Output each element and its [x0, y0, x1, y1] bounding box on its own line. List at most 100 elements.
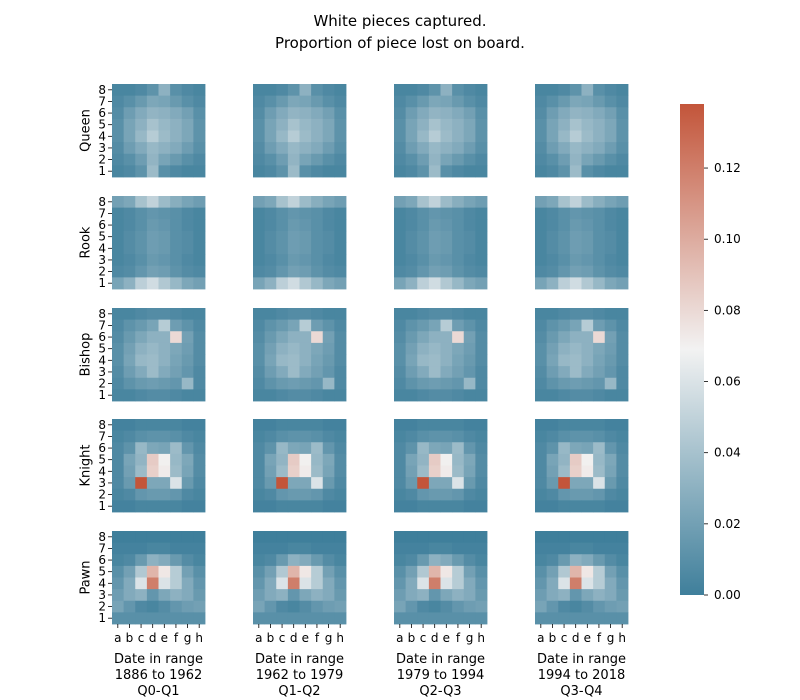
- heatmap-cell: [299, 207, 312, 220]
- heatmap-cell: [334, 196, 347, 209]
- heatmap-cell: [311, 377, 324, 390]
- heatmap-cell: [535, 542, 548, 555]
- heatmap-cell: [158, 142, 171, 155]
- heatmap-cell: [170, 196, 183, 209]
- y-tick-label: 3: [98, 253, 106, 267]
- heatmap-cell: [581, 377, 594, 390]
- heatmap-cell: [299, 196, 312, 209]
- heatmap-cell: [322, 95, 335, 108]
- heatmap-cell: [264, 84, 277, 97]
- x-tick-label: g: [325, 631, 333, 645]
- heatmap-cell: [463, 366, 476, 379]
- heatmap-cell: [158, 308, 171, 321]
- heatmap-cell: [440, 331, 453, 344]
- heatmap-cell: [475, 531, 488, 544]
- heatmap-cell: [394, 354, 407, 367]
- heatmap-cell: [535, 377, 548, 390]
- heatmap-cell: [475, 219, 488, 232]
- x-tick-label: h: [336, 631, 344, 645]
- heatmap-cell: [299, 254, 312, 267]
- heatmap-cell: [616, 130, 629, 143]
- heatmap-cell: [158, 377, 171, 390]
- heatmap-cell: [452, 612, 465, 625]
- heatmap-cell: [463, 342, 476, 355]
- heatmap-cell: [322, 600, 335, 613]
- heatmap-cell: [253, 477, 266, 490]
- heatmap-cell: [616, 230, 629, 243]
- heatmap-cell: [334, 219, 347, 232]
- heatmap-cell: [146, 354, 159, 367]
- heatmap-cell: [264, 465, 277, 478]
- heatmap-cell: [417, 95, 430, 108]
- heatmap-cell: [581, 308, 594, 321]
- heatmap-cell: [593, 354, 606, 367]
- heatmap-cell: [405, 242, 418, 255]
- heatmap-cell: [463, 84, 476, 97]
- heatmap-cell: [193, 95, 206, 108]
- y-tick-label: 1: [98, 388, 106, 402]
- heatmap-cell: [135, 577, 148, 590]
- heatmap-cell: [604, 254, 617, 267]
- heatmap-cell: [581, 354, 594, 367]
- heatmap-cell: [135, 430, 148, 443]
- heatmap-cell: [452, 453, 465, 466]
- heatmap-cell: [311, 342, 324, 355]
- heatmap-cell: [170, 419, 183, 432]
- heatmap-cell: [123, 142, 136, 155]
- heatmap-cell: [452, 230, 465, 243]
- heatmap-cell: [535, 366, 548, 379]
- heatmap-cell: [558, 477, 571, 490]
- heatmap-cell: [170, 265, 183, 278]
- y-tick-label: 8: [98, 195, 106, 209]
- heatmap-cell: [475, 600, 488, 613]
- heatmap-cell: [452, 600, 465, 613]
- heatmap-cell: [253, 554, 266, 567]
- heatmap-cell: [112, 465, 125, 478]
- heatmap-cell: [452, 308, 465, 321]
- heatmap-cell: [334, 589, 347, 602]
- heatmap-cell: [394, 308, 407, 321]
- heatmap-cell: [299, 230, 312, 243]
- heatmap-cell: [135, 308, 148, 321]
- heatmap-cell: [475, 95, 488, 108]
- heatmap-cell: [170, 342, 183, 355]
- heatmap-cell: [112, 430, 125, 443]
- heatmap-cell: [440, 242, 453, 255]
- heatmap-cell: [569, 589, 582, 602]
- heatmap-cell: [253, 565, 266, 578]
- heatmap-cell: [287, 254, 300, 267]
- heatmap-cell: [535, 453, 548, 466]
- heatmap-cell: [322, 319, 335, 332]
- heatmap-cell: [440, 354, 453, 367]
- heatmap-cell: [146, 389, 159, 402]
- heatmap-cell: [322, 153, 335, 166]
- heatmap-cell: [616, 430, 629, 443]
- heatmap-cell: [428, 165, 441, 178]
- heatmap-cell: [581, 465, 594, 478]
- heatmap-cell: [158, 342, 171, 355]
- heatmap-cell: [581, 95, 594, 108]
- heatmap-cell: [475, 319, 488, 332]
- heatmap-cell: [112, 95, 125, 108]
- heatmap-cell: [616, 465, 629, 478]
- heatmap-cell: [181, 389, 194, 402]
- heatmap-cell: [135, 366, 148, 379]
- heatmap-cell: [112, 354, 125, 367]
- heatmap-cell: [569, 207, 582, 220]
- heatmap-cell: [475, 589, 488, 602]
- heatmap-cell: [394, 542, 407, 555]
- heatmap-cell: [264, 196, 277, 209]
- heatmap-cell: [535, 465, 548, 478]
- heatmap-cell: [322, 542, 335, 555]
- heatmap-cell: [581, 118, 594, 131]
- heatmap-cell: [535, 277, 548, 290]
- heatmap-cell: [463, 196, 476, 209]
- heatmap-cell: [616, 366, 629, 379]
- heatmap-cell: [287, 477, 300, 490]
- heatmap-cell: [146, 442, 159, 455]
- heatmap-cell: [158, 542, 171, 555]
- heatmap-cell: [287, 142, 300, 155]
- heatmap-cell: [535, 500, 548, 513]
- heatmap-cell: [440, 488, 453, 501]
